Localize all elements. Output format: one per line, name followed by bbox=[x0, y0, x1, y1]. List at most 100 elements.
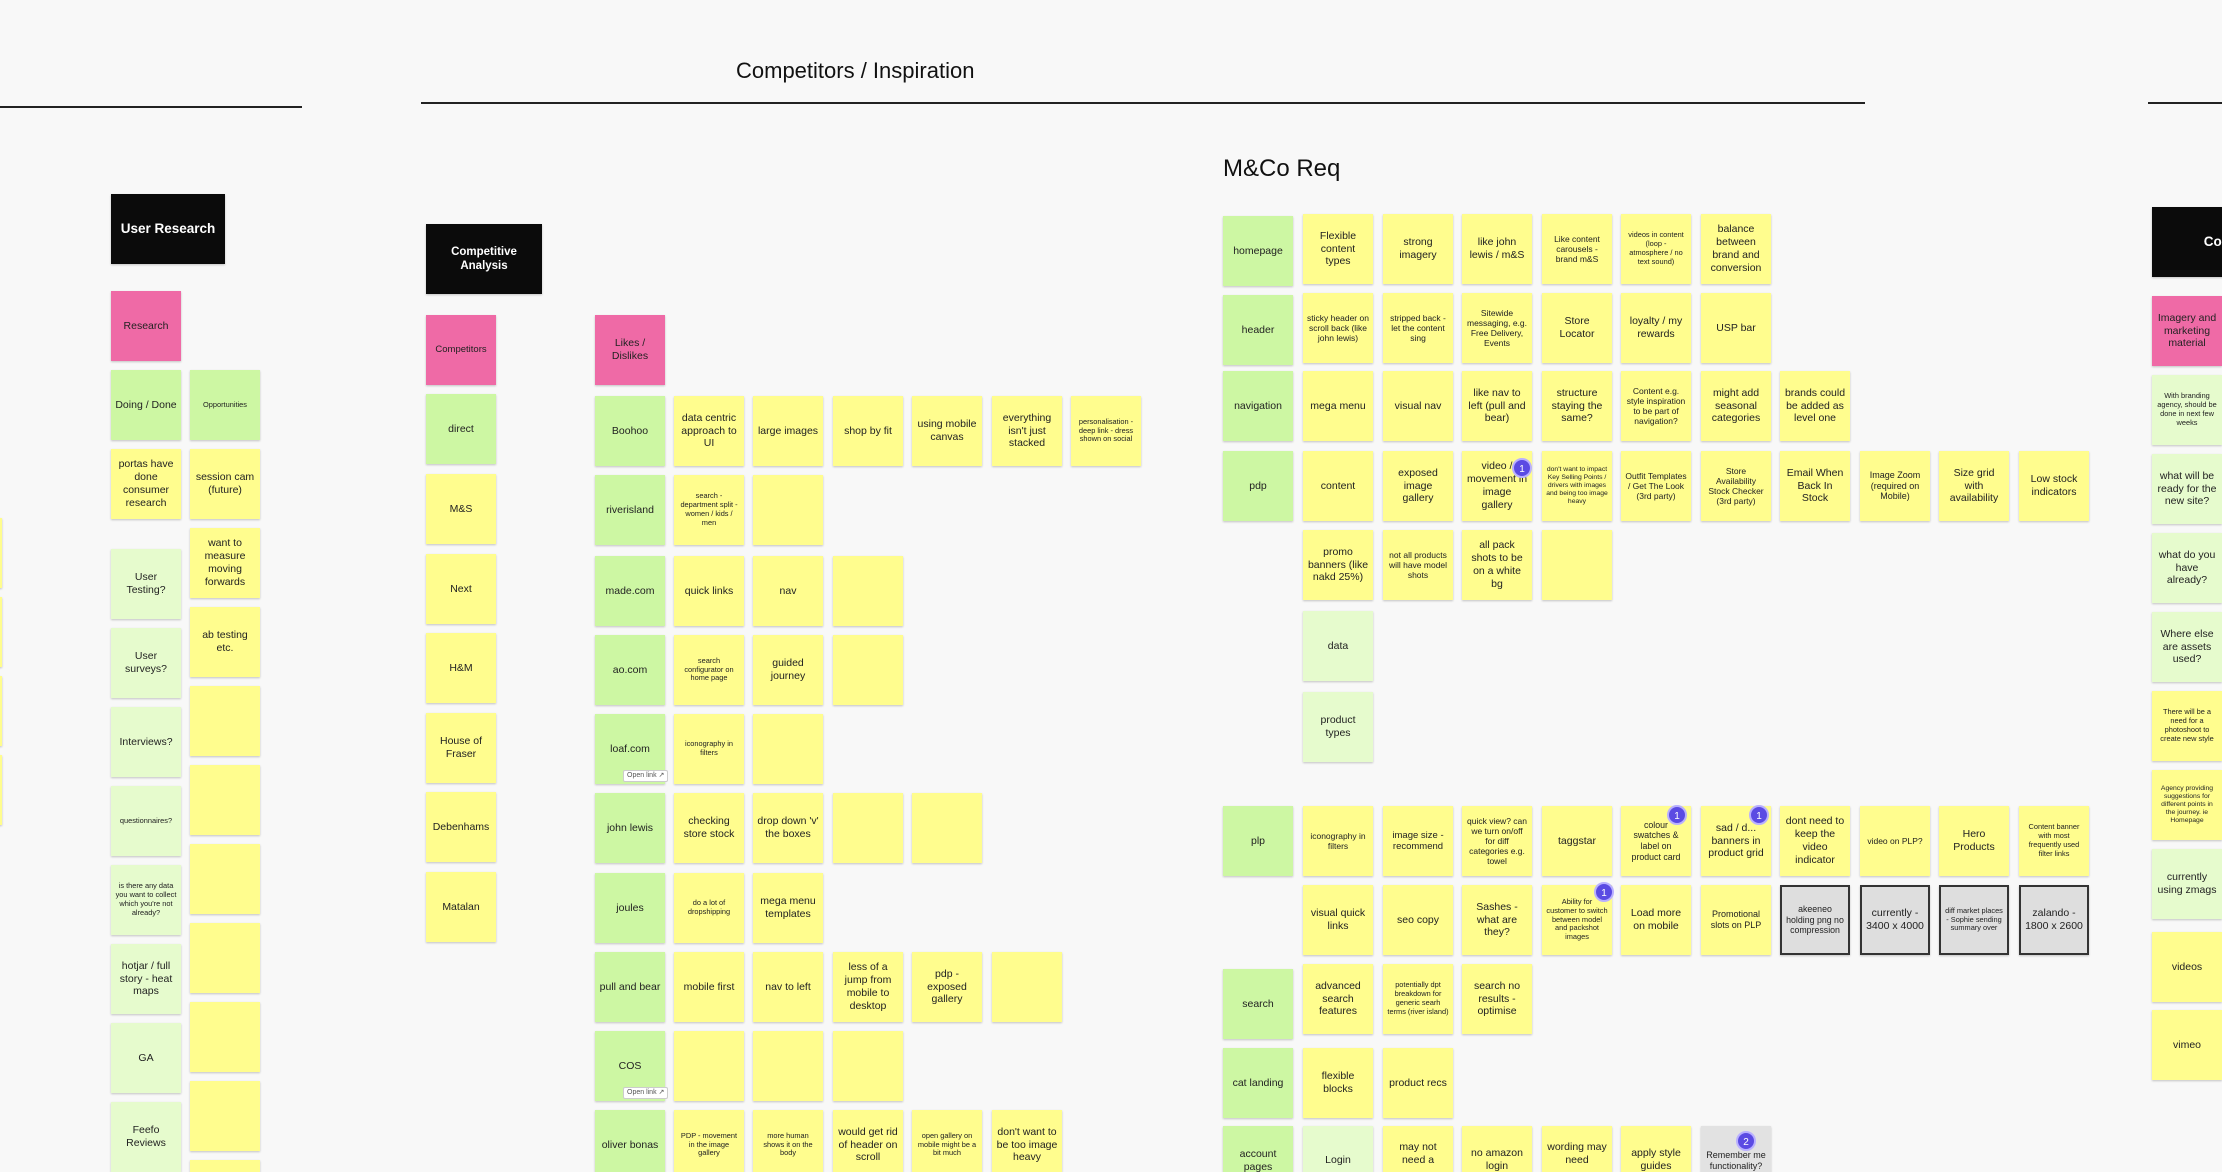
content-item[interactable]: Agency providing suggestions for differe… bbox=[2152, 770, 2222, 840]
content-title[interactable]: Conte bbox=[2152, 207, 2222, 277]
req-note[interactable]: diff market places - Sophie sending summ… bbox=[1939, 885, 2009, 955]
site-note-empty[interactable] bbox=[674, 1031, 744, 1101]
comment-badge[interactable]: 1 bbox=[1512, 458, 1532, 478]
req-note[interactable]: Load more on mobile bbox=[1621, 885, 1691, 955]
open-link-button[interactable]: Open link ↗ bbox=[623, 1087, 669, 1100]
site-note[interactable]: data centric approach to UI bbox=[674, 396, 744, 466]
research-item[interactable]: GA bbox=[111, 1023, 181, 1093]
site-made-com[interactable]: made.com bbox=[595, 556, 665, 626]
research-label[interactable]: Research bbox=[111, 291, 181, 361]
req-note[interactable]: data bbox=[1303, 611, 1373, 681]
site-boohoo[interactable]: Boohoo bbox=[595, 396, 665, 466]
site-note[interactable]: do a lot of dropshipping bbox=[674, 873, 744, 943]
site-note[interactable]: pdp - exposed gallery bbox=[912, 952, 982, 1022]
req-note[interactable]: iconography in filters bbox=[1303, 806, 1373, 876]
comment-badge[interactable]: 1 bbox=[1594, 882, 1614, 902]
req-note[interactable]: Store Availability Stock Checker (3rd pa… bbox=[1701, 451, 1771, 521]
req-note[interactable]: visual quick links bbox=[1303, 885, 1373, 955]
req-note[interactable]: content bbox=[1303, 451, 1373, 521]
site-note[interactable]: mobile first bbox=[674, 952, 744, 1022]
site-note[interactable]: search configurator on home page bbox=[674, 635, 744, 705]
content-item[interactable]: currently using zmags bbox=[2152, 849, 2222, 919]
req-note[interactable]: might add seasonal categories bbox=[1701, 371, 1771, 441]
site-riverisland[interactable]: riverisland bbox=[595, 475, 665, 545]
competitor-item[interactable]: House of Fraser bbox=[426, 713, 496, 783]
req-note[interactable]: quick view? can we turn on/off for diff … bbox=[1462, 806, 1532, 876]
req-note[interactable]: Promotional slots on PLP bbox=[1701, 885, 1771, 955]
competitor-item[interactable]: H&M bbox=[426, 633, 496, 703]
content-item[interactable]: what do you have already? bbox=[2152, 533, 2222, 603]
req-note[interactable]: visual nav bbox=[1383, 371, 1453, 441]
offscreen-note[interactable] bbox=[0, 755, 2, 825]
req-note[interactable]: not all products will have model shots bbox=[1383, 530, 1453, 600]
content-item[interactable]: With branding agency, should be done in … bbox=[2152, 375, 2222, 445]
req-search[interactable]: search bbox=[1223, 969, 1293, 1039]
offscreen-note[interactable] bbox=[0, 676, 2, 746]
req-note[interactable]: exposed image gallery bbox=[1383, 451, 1453, 521]
req-note[interactable]: USP bar bbox=[1701, 293, 1771, 363]
content-item[interactable]: There will be a need for a photoshoot to… bbox=[2152, 691, 2222, 761]
req-note[interactable]: balance between brand and conversion bbox=[1701, 214, 1771, 284]
req-note[interactable]: Image Zoom (required on Mobile) bbox=[1860, 451, 1930, 521]
user-research-title[interactable]: User Research bbox=[111, 194, 225, 264]
site-note[interactable]: using mobile canvas bbox=[912, 396, 982, 466]
site-ao-com[interactable]: ao.com bbox=[595, 635, 665, 705]
req-note[interactable]: seo copy bbox=[1383, 885, 1453, 955]
req-note[interactable]: advanced search features bbox=[1303, 964, 1373, 1034]
req-header[interactable]: header bbox=[1223, 295, 1293, 365]
opportunity-item-empty[interactable] bbox=[190, 765, 260, 835]
req-note[interactable]: flexible blocks bbox=[1303, 1048, 1373, 1118]
offscreen-note[interactable] bbox=[0, 518, 2, 588]
opportunity-item[interactable]: want to measure moving forwards bbox=[190, 528, 260, 598]
comment-badge[interactable]: 1 bbox=[1667, 805, 1687, 825]
content-item[interactable]: what will be ready for the new site? bbox=[2152, 454, 2222, 524]
site-oliver-bonas[interactable]: oliver bonas bbox=[595, 1110, 665, 1172]
req-cat-landing[interactable]: cat landing bbox=[1223, 1048, 1293, 1118]
site-note[interactable]: don't want to be too image heavy bbox=[992, 1110, 1062, 1172]
req-note[interactable]: akeeneo holding png no compression bbox=[1780, 885, 1850, 955]
content-item[interactable]: vimeo bbox=[2152, 1010, 2222, 1080]
site-note[interactable]: shop by fit bbox=[833, 396, 903, 466]
req-note[interactable]: stripped back - let the content sing bbox=[1383, 293, 1453, 363]
offscreen-note[interactable] bbox=[0, 597, 2, 667]
req-note[interactable]: Flexible content types bbox=[1303, 214, 1373, 284]
req-note[interactable]: video on PLP? bbox=[1860, 806, 1930, 876]
opportunity-item[interactable]: session cam (future) bbox=[190, 449, 260, 519]
imagery-marketing-label[interactable]: Imagery and marketing material bbox=[2152, 296, 2222, 366]
site-note[interactable]: drop down 'v' the boxes bbox=[753, 793, 823, 863]
competitor-item[interactable]: Debenhams bbox=[426, 792, 496, 862]
site-note[interactable]: nav to left bbox=[753, 952, 823, 1022]
site-note-empty[interactable] bbox=[912, 793, 982, 863]
req-homepage[interactable]: homepage bbox=[1223, 216, 1293, 286]
req-note[interactable]: like john lewis / m&S bbox=[1462, 214, 1532, 284]
req-note[interactable]: like nav to left (pull and bear) bbox=[1462, 371, 1532, 441]
site-note-empty[interactable] bbox=[833, 793, 903, 863]
req-note[interactable]: Store Locator bbox=[1542, 293, 1612, 363]
req-note[interactable]: currently - 3400 x 4000 bbox=[1860, 885, 1930, 955]
req-note[interactable]: Hero Products bbox=[1939, 806, 2009, 876]
site-note-empty[interactable] bbox=[833, 556, 903, 626]
site-note-empty[interactable] bbox=[753, 714, 823, 784]
site-note[interactable]: more human shows it on the body bbox=[753, 1110, 823, 1172]
doing-done-label[interactable]: Doing / Done bbox=[111, 370, 181, 440]
content-item[interactable]: Where else are assets used? bbox=[2152, 612, 2222, 682]
req-note[interactable]: search no results - optimise bbox=[1462, 964, 1532, 1034]
req-note[interactable]: Login bbox=[1303, 1126, 1373, 1172]
req-note[interactable]: zalando - 1800 x 2600 bbox=[2019, 885, 2089, 955]
research-item[interactable]: questionnaires? bbox=[111, 786, 181, 856]
req-note[interactable]: wording may need bbox=[1542, 1126, 1612, 1172]
req-note[interactable]: Low stock indicators bbox=[2019, 451, 2089, 521]
req-note[interactable]: sticky header on scroll back (like john … bbox=[1303, 293, 1373, 363]
competitive-analysis-title[interactable]: Competitive Analysis bbox=[426, 224, 542, 294]
req-note[interactable]: Sashes - what are they? bbox=[1462, 885, 1532, 955]
research-item[interactable]: Feefo Reviews bbox=[111, 1102, 181, 1172]
req-note[interactable]: video / movement in image gallery bbox=[1462, 451, 1532, 521]
research-item[interactable]: portas have done consumer research bbox=[111, 449, 181, 519]
req-navigation[interactable]: navigation bbox=[1223, 371, 1293, 441]
req-note[interactable]: Content banner with most frequently used… bbox=[2019, 806, 2089, 876]
site-note[interactable]: iconography in filters bbox=[674, 714, 744, 784]
req-note[interactable]: sad / d... banners in product grid bbox=[1701, 806, 1771, 876]
req-note[interactable]: Size grid with availability bbox=[1939, 451, 2009, 521]
competitor-item[interactable]: direct bbox=[426, 394, 496, 464]
comment-badge[interactable]: 1 bbox=[1749, 805, 1769, 825]
